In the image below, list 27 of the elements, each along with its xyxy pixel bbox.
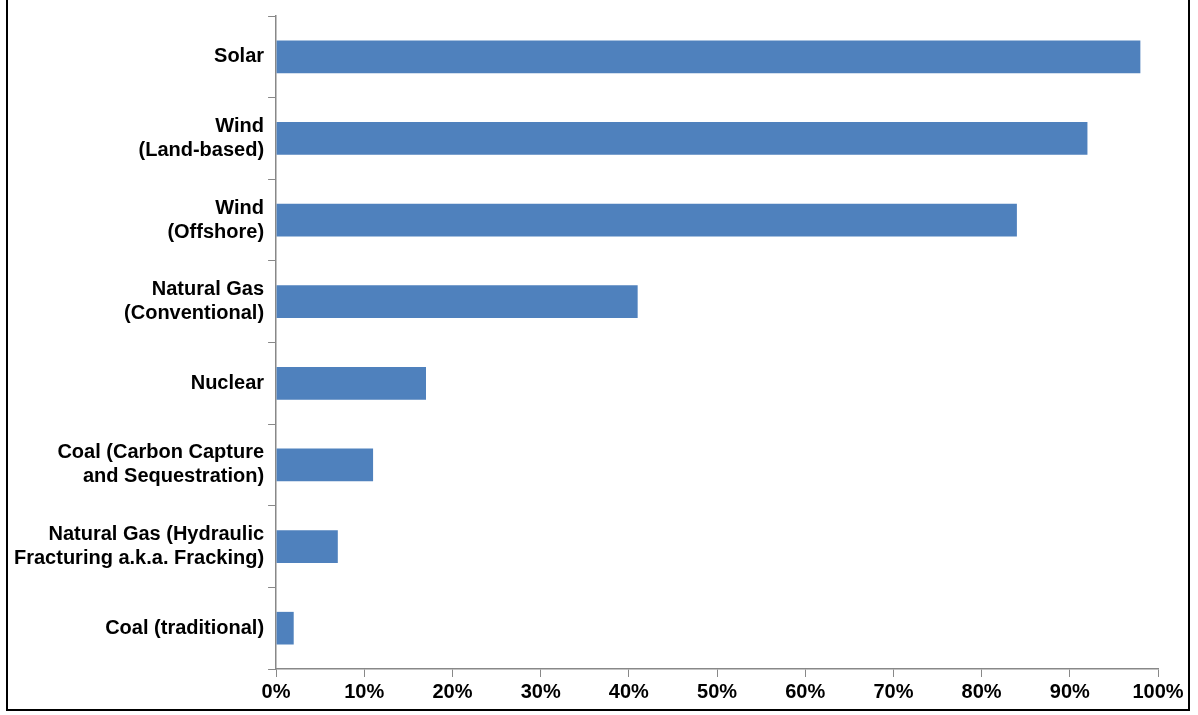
y-tick-label: Solar [214,44,265,67]
y-tick-label: Nuclear [190,370,265,393]
bar [276,40,1141,74]
y-tick-label: Coal (traditional) [105,615,265,638]
x-tick-label: 100% [1132,679,1184,702]
bar [276,611,294,645]
bar [276,448,374,482]
y-tick-label: Coal (Carbon Capture and Sequestration) [57,440,265,487]
y-tick-label: Wind (Offshore) [167,195,265,242]
y-tick-label: Natural Gas (Conventional) [124,277,265,324]
y-tick-label: Natural Gas (Hydraulic Fracturing a.k.a. Fracking) [13,522,265,569]
x-tick-label: 80% [961,679,1002,702]
x-tick-label: 0% [261,679,291,702]
bar [276,285,638,319]
x-tick-label: 10% [344,679,385,702]
x-tick-label: 50% [697,679,738,702]
x-tick-label: 60% [785,679,826,702]
x-tick-label: 70% [873,679,914,702]
x-tick-label: 90% [1049,679,1091,702]
bar [276,366,426,400]
bar [276,122,1088,155]
y-tick-label: Wind (Land-based) [138,113,265,160]
bar [276,530,338,563]
x-tick-label: 20% [432,679,473,702]
bar [276,203,1017,237]
x-tick-label: 30% [520,679,561,702]
x-tick-label: 40% [608,679,650,702]
